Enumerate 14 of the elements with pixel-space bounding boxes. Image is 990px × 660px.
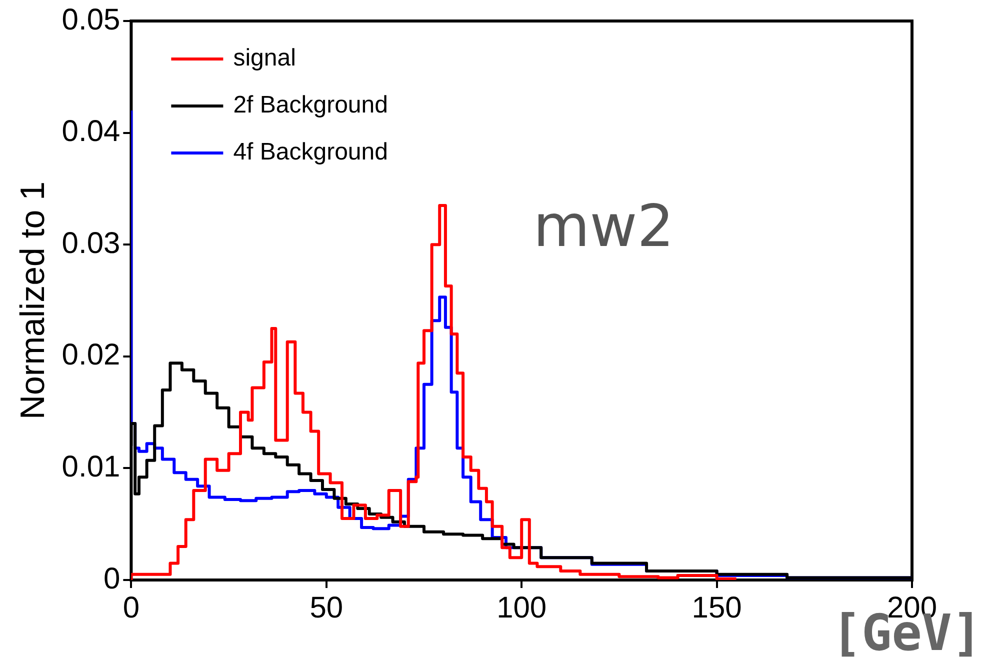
legend-label: signal — [233, 44, 296, 72]
annotation: mw2 — [533, 192, 674, 260]
y-tick-label: 0.04 — [62, 115, 120, 148]
y-tick-label: 0 — [104, 562, 120, 596]
x-tick-label: 50 — [310, 591, 344, 624]
y-tick-label: 0.02 — [62, 338, 120, 372]
y-tick-label: 0.05 — [62, 3, 120, 36]
y-axis-title: Normalized to 1 — [14, 181, 52, 420]
legend-label: 4f Background — [233, 138, 388, 166]
legend-label: 2f Background — [233, 92, 388, 119]
x-tick-label: 100 — [496, 591, 547, 624]
y-tick-label: 0.01 — [62, 450, 120, 484]
x-tick-label: 150 — [692, 591, 742, 624]
y-tick-label: 0.03 — [62, 226, 120, 260]
